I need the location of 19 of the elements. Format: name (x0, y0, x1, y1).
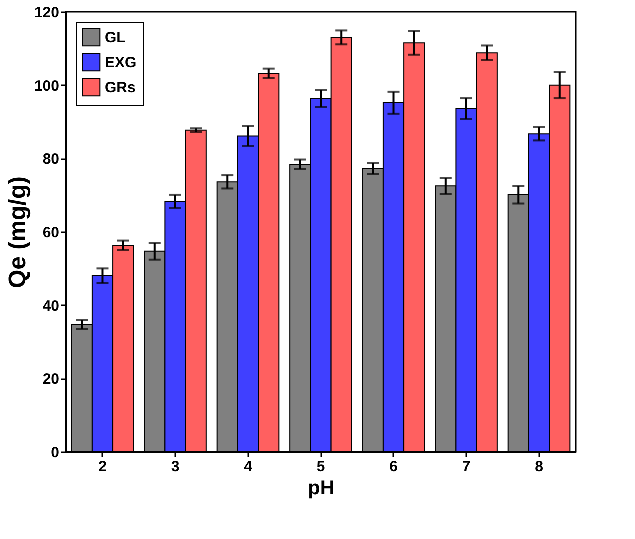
legend-label: GL (105, 30, 126, 46)
y-tick-label: 60 (42, 224, 60, 242)
x-tick-label: 8 (535, 458, 544, 476)
x-tick-label: 2 (98, 458, 107, 476)
legend-label: GRs (105, 80, 136, 96)
x-tick-label: 3 (171, 458, 180, 476)
legend-label: EXG (105, 54, 137, 72)
y-tick-label: 20 (42, 371, 60, 388)
y-tick-label: 80 (42, 151, 60, 168)
x-tick-label: 6 (390, 458, 398, 476)
y-tick-label: 0 (51, 444, 60, 462)
y-tick-label: 100 (34, 78, 60, 95)
x-axis-title: pH (308, 478, 335, 500)
x-tick-label: 4 (244, 458, 254, 476)
y-axis-title: Qe (mg/g) (4, 176, 32, 288)
x-tick-label: 7 (462, 458, 471, 476)
x-tick-label: 5 (316, 458, 326, 476)
y-tick-label: 120 (34, 4, 60, 22)
y-tick-label: 40 (42, 298, 60, 315)
